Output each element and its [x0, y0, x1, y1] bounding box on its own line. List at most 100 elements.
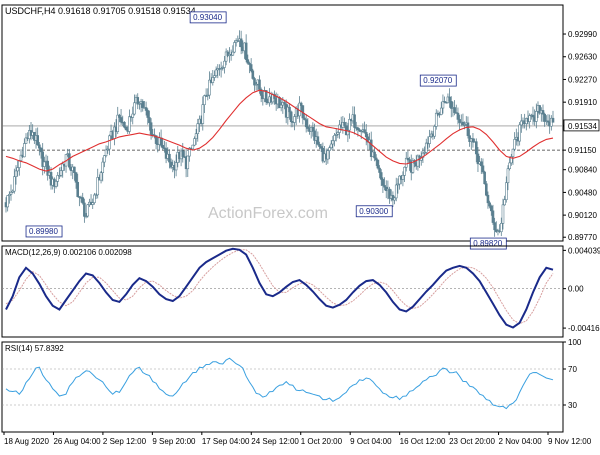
candle-body — [248, 62, 251, 65]
candle-body — [448, 96, 451, 102]
price-label: 0.92070 — [423, 76, 452, 85]
candle-body — [289, 111, 293, 122]
candle-body — [304, 119, 308, 128]
candle-body — [433, 126, 436, 137]
candle-body — [331, 140, 335, 145]
candle-body — [133, 102, 136, 115]
candle-body — [503, 199, 506, 206]
candle-body — [538, 105, 541, 114]
candle-body — [378, 167, 381, 173]
candle-body — [16, 167, 19, 172]
candle-body — [520, 120, 523, 126]
candle-body — [14, 170, 18, 178]
candle-body — [423, 152, 426, 154]
candle-body — [343, 122, 346, 126]
candle-body — [388, 188, 391, 199]
candles — [4, 30, 555, 237]
candle-body — [226, 51, 230, 56]
candle-body — [439, 107, 443, 115]
price-ytick-label: 0.92270 — [568, 75, 597, 84]
candle-body — [319, 146, 323, 149]
candle-body — [41, 151, 44, 167]
candle-body — [279, 104, 283, 109]
candle-body — [379, 172, 383, 180]
candle-body — [46, 160, 49, 176]
candle-body — [119, 117, 123, 123]
candle-body — [59, 170, 63, 176]
candle-body — [61, 163, 65, 171]
candle-body — [443, 101, 446, 103]
macd-signal-line — [5, 249, 554, 325]
candle-body — [174, 162, 178, 171]
time-tick-label: 23 Oct 20:00 — [449, 437, 495, 446]
candle-body — [128, 116, 131, 132]
candle-body — [24, 137, 28, 144]
candle-body — [489, 205, 493, 212]
rsi-panel: RSI(14) 57.8392 100 70 30 — [1, 338, 582, 433]
candle-body — [131, 113, 135, 118]
candle-body — [23, 143, 26, 158]
candle-body — [214, 69, 218, 76]
candle-body — [299, 102, 303, 106]
candle-body — [511, 148, 515, 157]
candle-body — [43, 161, 46, 167]
candle-body — [104, 149, 108, 156]
candle-body — [396, 183, 400, 186]
candle-body — [434, 112, 438, 127]
candle-body — [6, 195, 9, 208]
candle-body — [401, 175, 405, 180]
candle-body — [421, 152, 425, 158]
price-ytick-label: 0.90120 — [568, 211, 597, 220]
candle-body — [96, 177, 100, 196]
candle-body — [124, 126, 128, 131]
candle-body — [106, 148, 110, 151]
candle-body — [94, 194, 98, 196]
candle-body — [13, 176, 16, 192]
candle-body — [186, 155, 190, 170]
candle-body — [491, 210, 495, 223]
watermark: ActionForex.com — [208, 205, 328, 222]
candle-body — [518, 124, 521, 142]
candle-body — [233, 42, 236, 53]
candle-body — [359, 130, 363, 133]
candle-body — [406, 157, 410, 160]
candle-body — [246, 59, 250, 64]
candle-body — [206, 94, 210, 97]
rsi-ytick-label: 30 — [568, 401, 577, 410]
candle-body — [213, 75, 216, 78]
candle-body — [208, 79, 211, 96]
candle-body — [81, 197, 85, 204]
candle-body — [486, 194, 490, 204]
candle-body — [259, 89, 263, 96]
rsi-header: RSI(14) 57.8392 — [5, 344, 64, 353]
time-tick-label: 16 Oct 12:00 — [400, 437, 446, 446]
current-price-label: 0.91534 — [568, 122, 597, 131]
candle-body — [76, 181, 80, 197]
macd-panel-frame — [1, 245, 564, 338]
macd-ytick-label: 0.004039 — [568, 246, 600, 255]
candle-body — [508, 162, 511, 170]
candle-body — [36, 135, 39, 146]
candle-body — [358, 129, 361, 132]
candle-body — [141, 101, 145, 108]
time-tick-label: 17 Sep 04:00 — [202, 437, 250, 446]
candle-body — [286, 106, 290, 118]
price-label-box — [419, 74, 457, 87]
candle-body — [74, 172, 78, 183]
candle-body — [221, 67, 225, 69]
candle-body — [374, 157, 378, 161]
candle-body — [328, 147, 331, 151]
candle-body — [408, 159, 411, 163]
time-tick-label: 9 Nov 12:00 — [548, 437, 592, 446]
candle-body — [411, 160, 415, 173]
candle-body — [479, 161, 483, 167]
candle-body — [404, 157, 408, 168]
candle-body — [369, 139, 373, 157]
candle-body — [231, 51, 235, 56]
price-ytick-label: 0.92630 — [568, 53, 597, 62]
candle-body — [481, 165, 485, 173]
candle-body — [39, 147, 43, 153]
moving-average-line — [5, 89, 554, 172]
candle-body — [211, 77, 215, 83]
